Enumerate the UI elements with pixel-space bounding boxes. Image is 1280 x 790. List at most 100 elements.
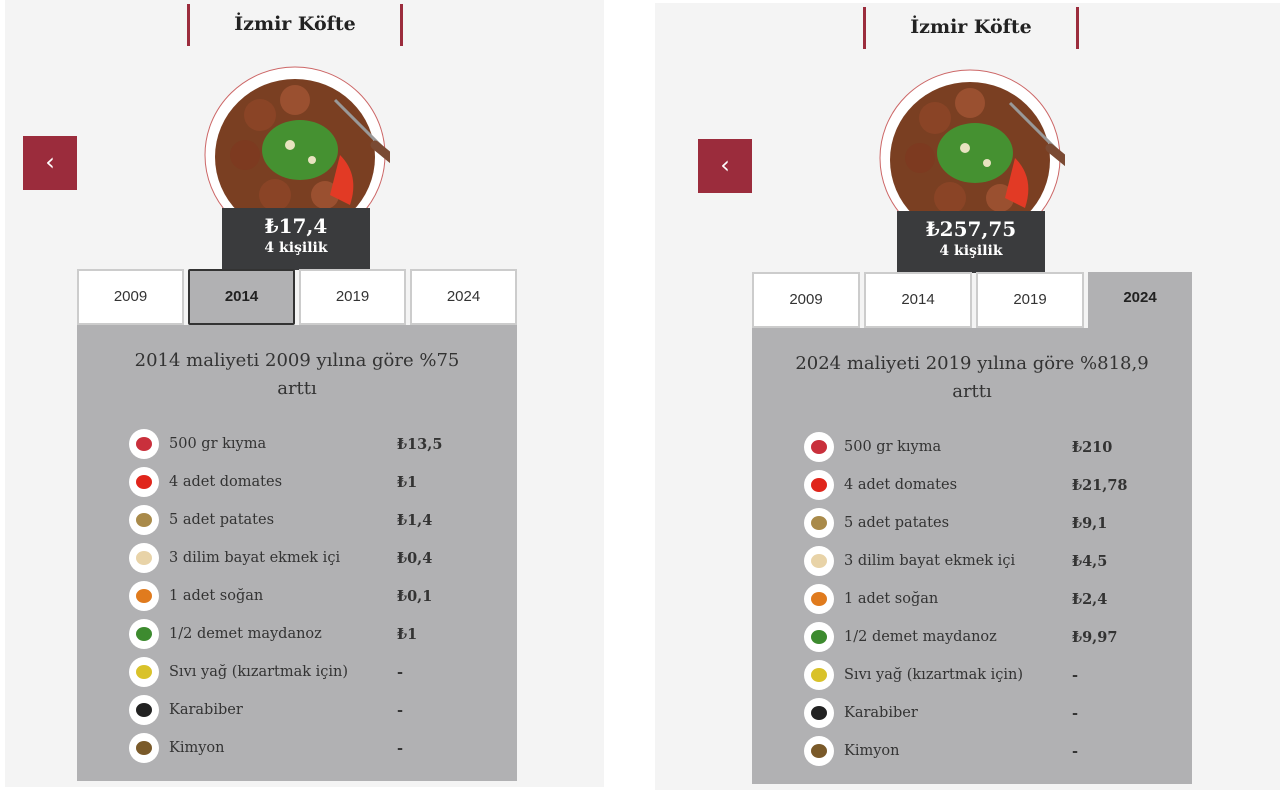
- tab-2019[interactable]: 2019: [299, 269, 406, 325]
- ingredient-name: 3 dilim bayat ekmek içi: [169, 550, 341, 566]
- ingredient-price: -: [1072, 666, 1079, 684]
- ingredient-name: 1 adet soğan: [844, 591, 939, 607]
- pepper-icon: [129, 695, 159, 725]
- ingredient-row: Karabiber -: [129, 691, 497, 729]
- tab-2024[interactable]: 2024: [410, 269, 517, 325]
- ingredient-price: -: [397, 739, 404, 757]
- bread-icon: [129, 543, 159, 573]
- onion-icon: [129, 581, 159, 611]
- ingredient-name: 1 adet soğan: [169, 588, 264, 604]
- chevron-left-icon: ‹: [720, 151, 730, 179]
- cumin-icon: [129, 733, 159, 763]
- ingredient-name: Kimyon: [844, 743, 900, 759]
- cost-headline: 2014 maliyeti 2009 yılına göre %75 arttı: [134, 350, 460, 399]
- dish-image: [875, 68, 1065, 218]
- cost-headline: 2024 maliyeti 2019 yılına göre %818,9 ar…: [795, 353, 1149, 402]
- bread-icon: [804, 546, 834, 576]
- ingredient-list: 500 gr kıyma ₺13,5 4 adet domates ₺1 5 adet …: [129, 425, 497, 767]
- ingredient-name: 1/2 demet maydanoz: [844, 629, 997, 645]
- tab-2009[interactable]: 2009: [752, 272, 860, 328]
- ingredient-name: 5 adet patates: [844, 515, 950, 531]
- year-tabs: 2009 2014 2019 2024: [752, 272, 1192, 328]
- ingredient-row: Kimyon -: [129, 729, 497, 767]
- servings: 4 kişilik: [939, 243, 1003, 259]
- tab-2024[interactable]: 2024: [1088, 272, 1192, 328]
- tab-2019[interactable]: 2019: [976, 272, 1084, 328]
- ingredient-name: 500 gr kıyma: [844, 439, 942, 455]
- ingredient-row: 3 dilim bayat ekmek içi ₺4,5: [804, 542, 1172, 580]
- year-tabs: 2009 2014 2019 2024: [77, 269, 517, 325]
- ingredient-name: 4 adet domates: [169, 474, 283, 490]
- ingredient-row: 4 adet domates ₺1: [129, 463, 497, 501]
- tab-2009[interactable]: 2009: [77, 269, 184, 325]
- cumin-icon: [804, 736, 834, 766]
- ingredient-name: 1/2 demet maydanoz: [169, 626, 322, 642]
- ingredient-price: ₺21,78: [1072, 476, 1128, 494]
- ingredient-row: 3 dilim bayat ekmek içi ₺0,4: [129, 539, 497, 577]
- meat-icon: [129, 429, 159, 459]
- ingredient-row: 1 adet soğan ₺0,1: [129, 577, 497, 615]
- ingredient-list: 500 gr kıyma ₺210 4 adet domates ₺21,78 5 ad…: [804, 428, 1172, 770]
- price-box: ₺17,4 4 kişilik: [222, 208, 370, 270]
- total-price: ₺257,75: [925, 217, 1017, 241]
- recipe-title: İzmir Köfte: [187, 4, 403, 46]
- tab-2014[interactable]: 2014: [864, 272, 972, 328]
- potato-icon: [804, 508, 834, 538]
- oil-icon: [804, 660, 834, 690]
- potato-icon: [129, 505, 159, 535]
- chevron-left-icon: ‹: [45, 148, 55, 176]
- ingredient-row: 4 adet domates ₺21,78: [804, 466, 1172, 504]
- recipe-panel: İzmir Köfte ‹ ₺17,4 4 kişilik 2009 2014 201…: [5, 0, 604, 787]
- ingredient-price: ₺9,97: [1072, 628, 1118, 646]
- ingredient-name: Kimyon: [169, 740, 225, 756]
- recipe-title: İzmir Köfte: [863, 7, 1079, 49]
- ingredient-price: ₺2,4: [1072, 590, 1108, 608]
- ingredient-price: ₺1: [397, 473, 418, 491]
- cost-details: 2014 maliyeti 2009 yılına göre %75 arttı…: [77, 325, 517, 781]
- ingredient-name: Karabiber: [844, 705, 918, 721]
- ingredient-price: ₺1: [397, 625, 418, 643]
- total-price: ₺17,4: [264, 214, 328, 238]
- ingredient-price: -: [1072, 742, 1079, 760]
- previous-button[interactable]: ‹: [23, 136, 77, 190]
- ingredient-name: Sıvı yağ (kızartmak için): [844, 667, 1024, 683]
- ingredient-name: 5 adet patates: [169, 512, 275, 528]
- price-box: ₺257,75 4 kişilik: [897, 211, 1045, 273]
- ingredient-row: 500 gr kıyma ₺210: [804, 428, 1172, 466]
- ingredient-price: ₺4,5: [1072, 552, 1108, 570]
- meat-icon: [804, 432, 834, 462]
- ingredient-row: Sıvı yağ (kızartmak için) -: [804, 656, 1172, 694]
- ingredient-price: ₺0,4: [397, 549, 433, 567]
- servings: 4 kişilik: [264, 240, 328, 256]
- pepper-icon: [804, 698, 834, 728]
- recipe-panel: İzmir Köfte ‹ ₺257,75 4 kişilik 2009 2014 2…: [655, 3, 1280, 790]
- ingredient-row: 5 adet patates ₺1,4: [129, 501, 497, 539]
- ingredient-name: 4 adet domates: [844, 477, 958, 493]
- ingredient-row: 500 gr kıyma ₺13,5: [129, 425, 497, 463]
- previous-button[interactable]: ‹: [698, 139, 752, 193]
- tab-2014[interactable]: 2014: [188, 269, 295, 325]
- ingredient-price: ₺0,1: [397, 587, 433, 605]
- tomato-icon: [129, 467, 159, 497]
- cost-details: 2024 maliyeti 2019 yılına göre %818,9 ar…: [752, 328, 1192, 784]
- ingredient-price: -: [1072, 704, 1079, 722]
- ingredient-row: Kimyon -: [804, 732, 1172, 770]
- ingredient-row: 1/2 demet maydanoz ₺1: [129, 615, 497, 653]
- ingredient-price: ₺9,1: [1072, 514, 1108, 532]
- oil-icon: [129, 657, 159, 687]
- ingredient-name: 3 dilim bayat ekmek içi: [844, 553, 1016, 569]
- tomato-icon: [804, 470, 834, 500]
- ingredient-name: 500 gr kıyma: [169, 436, 267, 452]
- onion-icon: [804, 584, 834, 614]
- parsley-icon: [804, 622, 834, 652]
- ingredient-price: ₺1,4: [397, 511, 433, 529]
- ingredient-row: 5 adet patates ₺9,1: [804, 504, 1172, 542]
- ingredient-row: 1 adet soğan ₺2,4: [804, 580, 1172, 618]
- dish-image: [200, 65, 390, 215]
- ingredient-price: ₺210: [1072, 438, 1113, 456]
- ingredient-row: Sıvı yağ (kızartmak için) -: [129, 653, 497, 691]
- ingredient-price: ₺13,5: [397, 435, 443, 453]
- ingredient-price: -: [397, 701, 404, 719]
- ingredient-row: 1/2 demet maydanoz ₺9,97: [804, 618, 1172, 656]
- ingredient-name: Karabiber: [169, 702, 243, 718]
